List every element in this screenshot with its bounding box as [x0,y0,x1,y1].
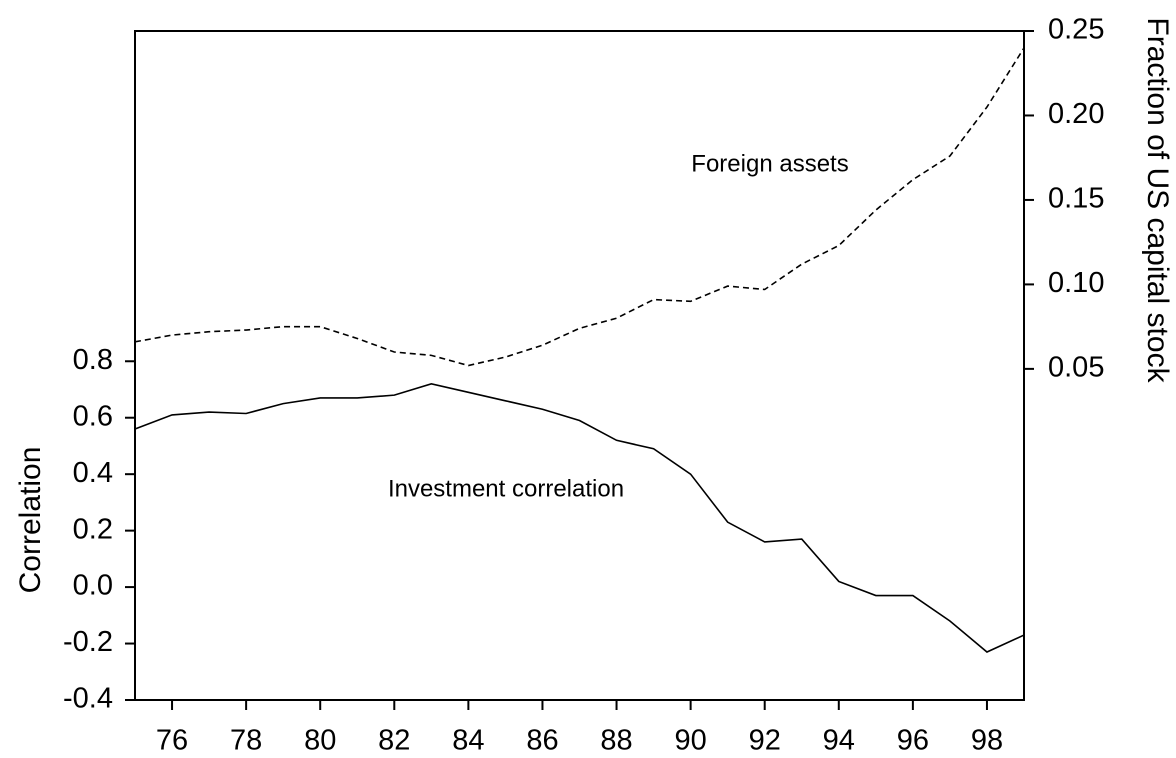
series-annotation: Foreign assets [691,150,848,177]
x-tick-label: 82 [378,725,410,757]
x-tick-label: 98 [971,725,1003,757]
x-tick-label: 88 [600,725,632,757]
series-line [134,47,1025,367]
y-tick-label: 0.0 [73,570,113,602]
y-tick-label: 0.4 [73,457,113,489]
y2-tick-label: 0.05 [1048,352,1104,384]
y2-tick-label: 0.25 [1048,14,1104,46]
y-axis-label: Correlation [14,447,47,594]
y-tick-label: 0.6 [73,400,113,432]
plot-frame [134,30,1025,701]
y2-tick-label: 0.20 [1048,98,1104,130]
x-tick-label: 84 [452,725,484,757]
x-tick-label: 94 [823,725,855,757]
y-tick-label: -0.4 [63,683,113,715]
x-tick-label: 90 [674,725,706,757]
x-tick-label: 78 [230,725,262,757]
series-line [134,383,1025,653]
x-tick-label: 96 [897,725,929,757]
y2-tick-label: 0.15 [1048,183,1104,215]
y-tick-label: 0.2 [73,513,113,545]
y2-axis-label: Fraction of US capital stock [1141,17,1174,383]
y-tick-label: -0.2 [63,626,113,658]
y-tick-label: 0.8 [73,344,113,376]
x-tick-label: 92 [749,725,781,757]
x-tick-label: 86 [526,725,558,757]
x-tick-label: 76 [156,725,188,757]
x-tick-label: 80 [304,725,336,757]
y2-tick-label: 0.10 [1048,267,1104,299]
series-annotation: Investment correlation [388,475,624,502]
